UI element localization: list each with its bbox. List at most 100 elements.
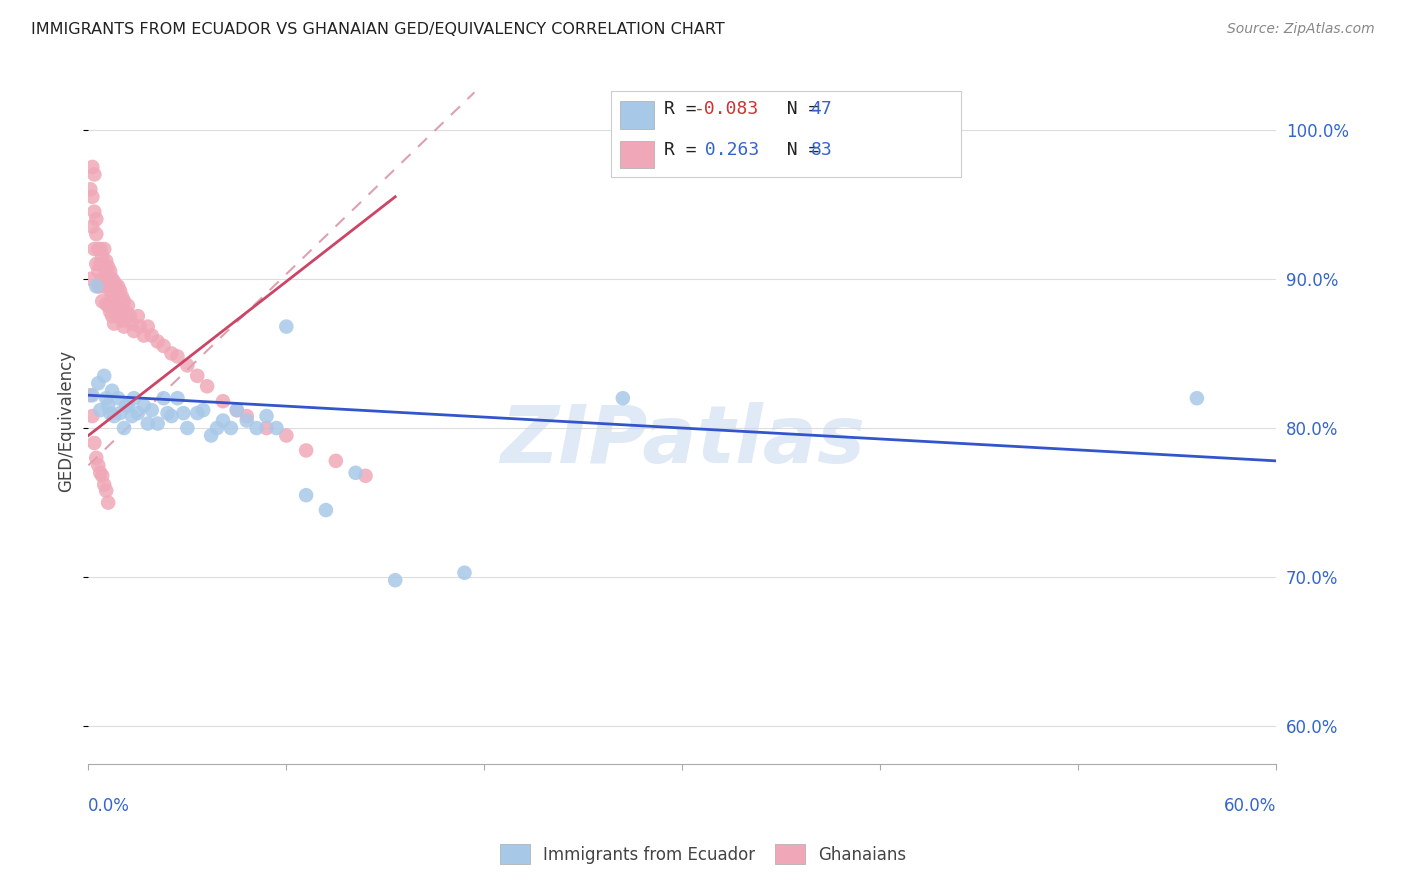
Point	[141, 403, 163, 417]
Point	[122, 391, 145, 405]
Point	[93, 477, 115, 491]
Point	[127, 309, 149, 323]
Point	[112, 319, 135, 334]
Text: 0.0%: 0.0%	[89, 797, 131, 814]
Point	[83, 436, 105, 450]
Point	[97, 275, 120, 289]
Point	[136, 417, 159, 431]
Point	[105, 301, 128, 316]
Point	[295, 443, 318, 458]
Point	[91, 272, 114, 286]
Point	[108, 309, 131, 323]
Point	[97, 299, 120, 313]
Point	[79, 182, 101, 196]
Point	[98, 304, 121, 318]
Point	[108, 284, 131, 298]
Point	[98, 284, 121, 298]
Point	[103, 294, 125, 309]
Point	[115, 304, 138, 318]
Point	[89, 257, 111, 271]
Bar	[620, 141, 654, 168]
Y-axis label: GED/Equivalency: GED/Equivalency	[58, 350, 75, 491]
Point	[136, 319, 159, 334]
Text: -0.083: -0.083	[695, 100, 759, 118]
Point	[96, 483, 118, 498]
Point	[354, 468, 377, 483]
Point	[91, 468, 114, 483]
Point	[96, 297, 118, 311]
Point	[91, 250, 114, 264]
Point	[89, 466, 111, 480]
Point	[79, 272, 101, 286]
Text: 60.0%: 60.0%	[1223, 797, 1277, 814]
Point	[212, 394, 235, 409]
Point	[225, 403, 247, 417]
Point	[87, 279, 110, 293]
Point	[152, 339, 174, 353]
Point	[152, 391, 174, 405]
Point	[200, 428, 222, 442]
Point	[87, 376, 110, 391]
Point	[117, 299, 139, 313]
Point	[166, 350, 188, 364]
Point	[121, 317, 143, 331]
Point	[82, 219, 104, 234]
Point	[83, 242, 105, 256]
Point	[103, 275, 125, 289]
Point	[172, 406, 194, 420]
Point	[235, 409, 257, 423]
Point	[79, 388, 101, 402]
Point	[193, 403, 215, 417]
Point	[105, 279, 128, 293]
Point	[612, 391, 634, 405]
Point	[1185, 391, 1208, 405]
Text: ZIPatlas: ZIPatlas	[499, 402, 865, 480]
Point	[225, 403, 247, 417]
Point	[84, 227, 107, 241]
Point	[108, 406, 131, 420]
Text: 83: 83	[810, 141, 832, 160]
Point	[83, 168, 105, 182]
Point	[91, 294, 114, 309]
Point	[112, 421, 135, 435]
Point	[97, 260, 120, 274]
Point	[98, 264, 121, 278]
Text: IMMIGRANTS FROM ECUADOR VS GHANAIAN GED/EQUIVALENCY CORRELATION CHART: IMMIGRANTS FROM ECUADOR VS GHANAIAN GED/…	[31, 22, 724, 37]
Point	[344, 466, 367, 480]
Point	[195, 379, 218, 393]
Point	[87, 458, 110, 473]
Point	[82, 160, 104, 174]
Point	[97, 399, 120, 413]
Point	[276, 428, 298, 442]
Point	[186, 368, 208, 383]
Point	[103, 317, 125, 331]
Point	[256, 409, 278, 423]
Point	[315, 503, 337, 517]
Text: 0.263: 0.263	[695, 141, 759, 160]
Point	[118, 309, 141, 323]
Point	[96, 254, 118, 268]
Point	[325, 454, 347, 468]
Point	[127, 406, 149, 420]
FancyBboxPatch shape	[612, 91, 962, 177]
Point	[176, 421, 198, 435]
Point	[89, 403, 111, 417]
Point	[84, 450, 107, 465]
Point	[266, 421, 288, 435]
Point	[93, 242, 115, 256]
Point	[96, 272, 118, 286]
Bar	[620, 102, 654, 129]
Point	[128, 319, 150, 334]
Point	[276, 319, 298, 334]
Point	[101, 272, 124, 286]
Point	[122, 324, 145, 338]
Point	[96, 391, 118, 405]
Point	[160, 409, 183, 423]
Point	[87, 264, 110, 278]
Point	[176, 359, 198, 373]
Point	[156, 406, 179, 420]
Point	[103, 409, 125, 423]
Point	[235, 413, 257, 427]
Point	[98, 406, 121, 420]
Text: R =: R =	[665, 141, 707, 160]
